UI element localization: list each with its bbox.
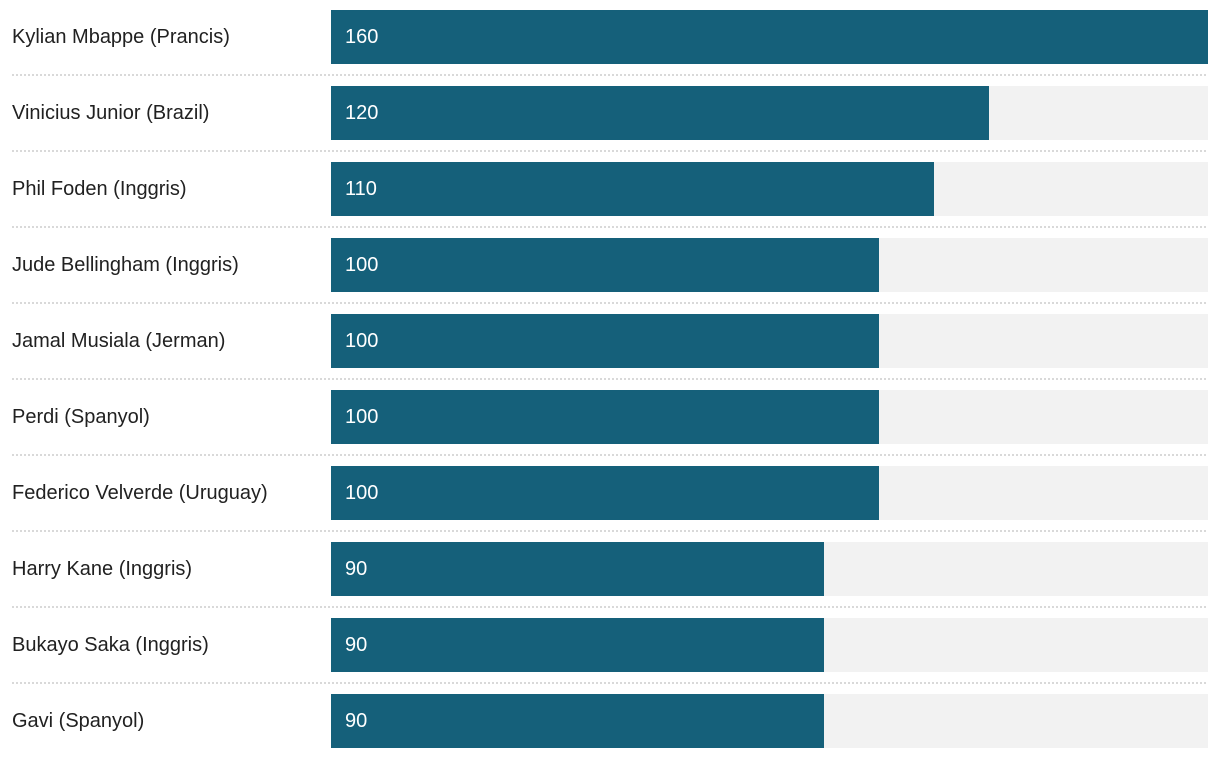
chart-row: Bukayo Saka (Inggris) 90 <box>12 608 1208 682</box>
row-separator <box>12 150 1208 152</box>
bar[interactable]: 100 <box>331 238 880 292</box>
chart-row: Gavi (Spanyol) 90 <box>12 684 1208 758</box>
bar-track: 100 <box>331 314 1208 368</box>
chart-row: Federico Velverde (Uruguay) 100 <box>12 456 1208 530</box>
value-label: 160 <box>345 25 379 48</box>
bar-track: 110 <box>331 162 1208 216</box>
bar[interactable]: 100 <box>331 390 880 444</box>
value-label: 100 <box>345 329 379 352</box>
bar-track: 100 <box>331 466 1208 520</box>
value-label: 90 <box>345 709 368 732</box>
value-label: 120 <box>345 101 379 124</box>
bar[interactable]: 120 <box>331 86 989 140</box>
bar[interactable]: 110 <box>331 162 934 216</box>
row-separator <box>12 454 1208 456</box>
bar-track: 100 <box>331 390 1208 444</box>
bar[interactable]: 100 <box>331 466 880 520</box>
value-label: 90 <box>345 633 368 656</box>
bar-track: 90 <box>331 694 1208 748</box>
row-separator <box>12 530 1208 532</box>
category-label: Perdi (Spanyol) <box>12 406 150 428</box>
row-separator <box>12 226 1208 228</box>
category-label: Bukayo Saka (Inggris) <box>12 634 209 656</box>
value-label: 100 <box>345 253 379 276</box>
bar[interactable]: 160 <box>331 10 1208 64</box>
bar-track: 120 <box>331 86 1208 140</box>
row-separator <box>12 74 1208 76</box>
chart-row: Phil Foden (Inggris) 110 <box>12 152 1208 226</box>
category-label: Kylian Mbappe (Prancis) <box>12 26 230 48</box>
chart-row: Kylian Mbappe (Prancis) 160 <box>12 0 1208 74</box>
category-label: Jude Bellingham (Inggris) <box>12 254 239 276</box>
chart-row: Jude Bellingham (Inggris) 100 <box>12 228 1208 302</box>
row-separator <box>12 302 1208 304</box>
bar-track: 100 <box>331 238 1208 292</box>
bar[interactable]: 100 <box>331 314 880 368</box>
category-label: Harry Kane (Inggris) <box>12 558 193 580</box>
bar[interactable]: 90 <box>331 618 825 672</box>
value-label: 110 <box>345 177 377 200</box>
row-separator <box>12 606 1208 608</box>
chart-row: Jamal Musiala (Jerman) 100 <box>12 304 1208 378</box>
bar[interactable]: 90 <box>331 694 825 748</box>
value-label: 90 <box>345 557 368 580</box>
category-label: Phil Foden (Inggris) <box>12 178 187 200</box>
value-label: 100 <box>345 481 379 504</box>
category-label: Gavi (Spanyol) <box>12 710 145 732</box>
chart-row: Harry Kane (Inggris) 90 <box>12 532 1208 606</box>
row-separator <box>12 378 1208 380</box>
bar-track: 90 <box>331 618 1208 672</box>
bar-track: 90 <box>331 542 1208 596</box>
category-label: Jamal Musiala (Jerman) <box>12 330 226 352</box>
value-label: 100 <box>345 405 379 428</box>
bar-track: 160 <box>331 10 1208 64</box>
chart-row: Vinicius Junior (Brazil) 120 <box>12 76 1208 150</box>
chart-row: Perdi (Spanyol) 100 <box>12 380 1208 454</box>
bar[interactable]: 90 <box>331 542 825 596</box>
category-label: Federico Velverde (Uruguay) <box>12 482 268 504</box>
row-separator <box>12 682 1208 684</box>
category-label: Vinicius Junior (Brazil) <box>12 102 210 124</box>
